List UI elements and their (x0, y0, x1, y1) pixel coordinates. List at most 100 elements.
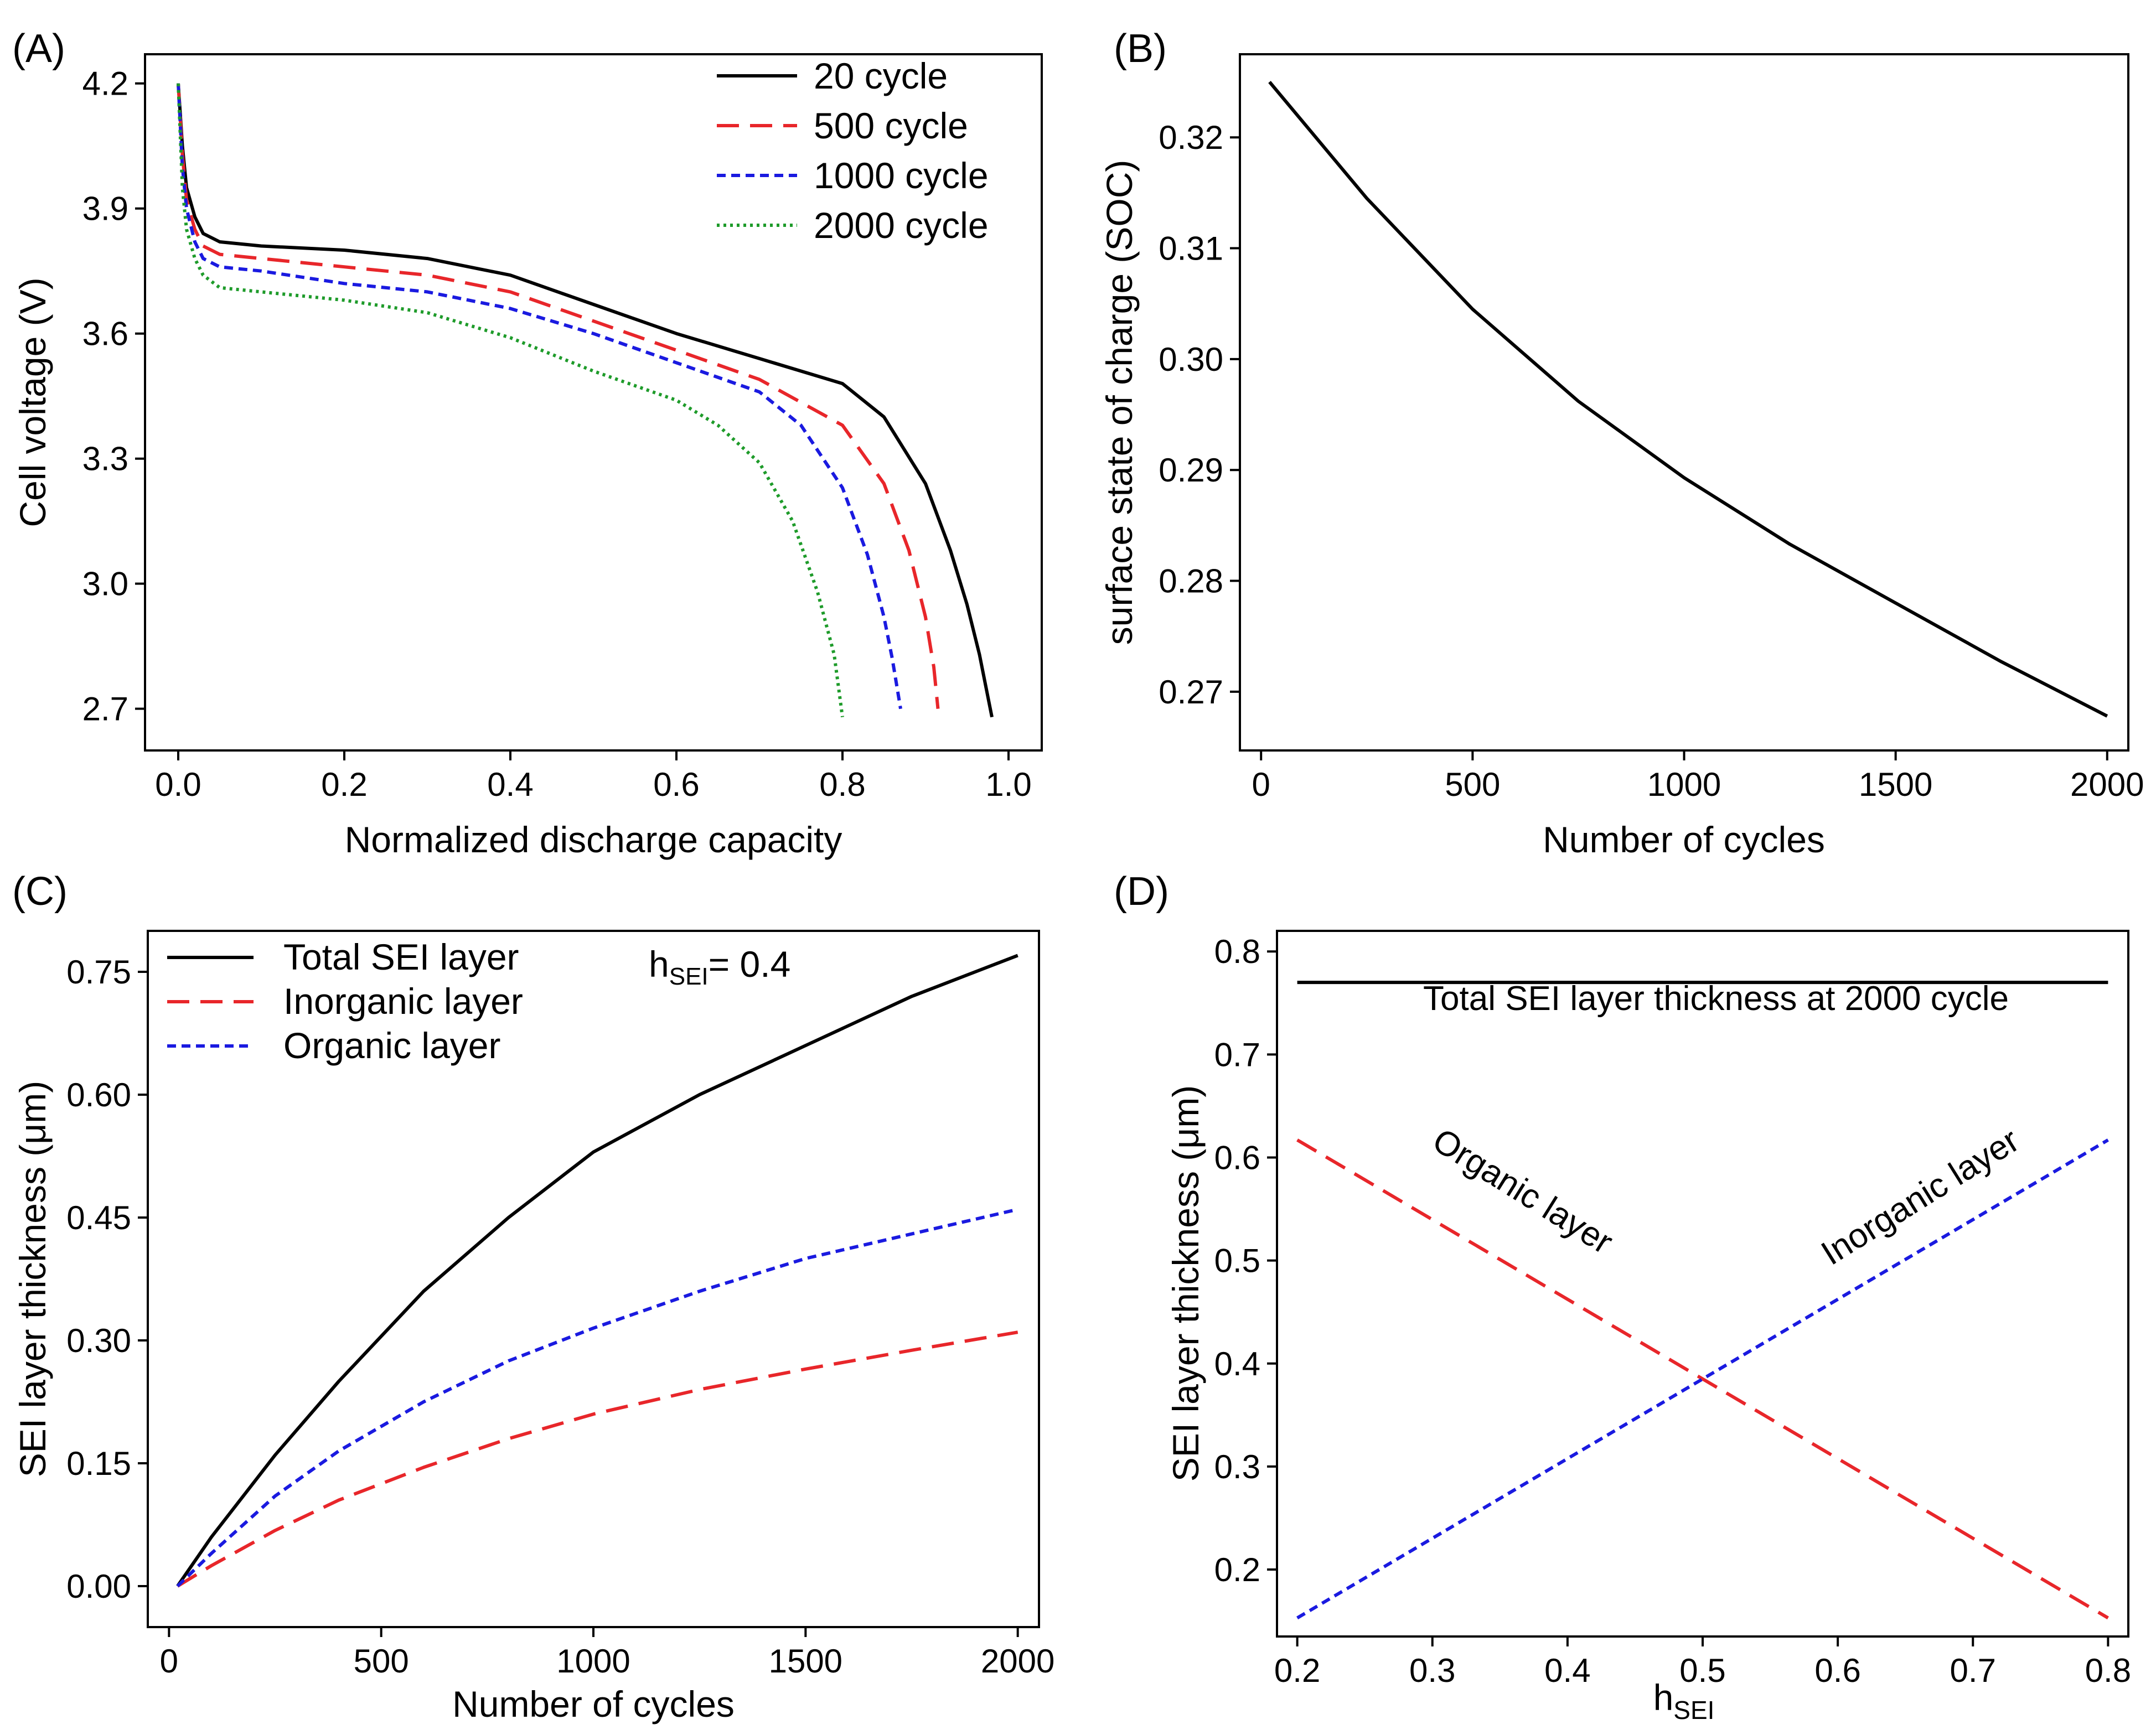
panel-c-hsei-tail: = 0.4 (709, 944, 791, 985)
panel-c-series-line-2 (176, 1208, 1018, 1588)
panel-d-y-tick-label-4: 0.6 (1214, 1139, 1260, 1176)
panel-b-y-tick-label-1: 0.28 (1159, 563, 1223, 600)
panel-b-x-tick-label-4: 2000 (2070, 766, 2144, 803)
panel-d-y-label: SEI layer thickness (μm) (1165, 1085, 1206, 1482)
panel-c-x-tick-label-1: 500 (354, 1643, 409, 1680)
panel-d-y-tick-label-1: 0.3 (1214, 1448, 1260, 1485)
panel-a-x-tick-label-5: 1.0 (985, 766, 1031, 803)
panel-a-series-line-2 (177, 83, 902, 709)
panel-c-x-ticks: 0 500 1000 1500 2000 (160, 1627, 1054, 1680)
panel-a-y-tick-label-2: 3.3 (82, 441, 128, 478)
panel-c-y-ticks: 0.00 0.15 0.30 0.45 0.60 0.75 (66, 954, 148, 1605)
panel-c: (C) 0 500 1000 1500 2000 0.00 0.15 0.30 0.45 0.6… (12, 869, 1054, 1724)
panel-d: (D) 0.2 0.3 0.4 0.5 0.6 0.7 0.8 0.20.30.40.50.… (1114, 869, 2131, 1724)
panel-c-series (176, 954, 1018, 1588)
panel-d-plot-frame (1276, 930, 2129, 1638)
legend-c-label-total: Total SEI layer (283, 936, 519, 977)
panel-b-x-label: Number of cycles (1543, 819, 1825, 860)
panel-b: (B) 0 500 1000 1500 2000 0.27 0.28 0.29 0.30 0.3… (1099, 27, 2144, 860)
panel-a-y-tick-label-1: 3.0 (82, 566, 128, 603)
panel-b-label: (B) (1114, 27, 1167, 71)
panel-d-y-tick-label-6: 0.8 (1214, 933, 1260, 970)
panel-c-legend: Total SEI layer Inorganic layer Organic … (167, 936, 523, 1066)
panel-c-y-tick-label-0: 0.00 (66, 1568, 131, 1605)
panel-c-series-line-1 (177, 1330, 1018, 1588)
legend-a-label-2000-cycle: 2000 cycle (814, 205, 989, 246)
panel-d-series-line-2 (1296, 1138, 2109, 1620)
panel-b-y-label: surface state of charge (SOC) (1099, 160, 1140, 645)
panel-d-x-tick-label-3: 0.5 (1679, 1652, 1725, 1689)
panel-c-series-line-0 (176, 954, 1018, 1587)
panel-a-x-tick-label-0: 0.0 (155, 766, 201, 803)
panel-d-x-tick-label-6: 0.8 (2085, 1652, 2131, 1689)
panel-c-label: (C) (12, 869, 68, 914)
panel-d-y-tick-label-2: 0.4 (1214, 1345, 1260, 1382)
panel-d-x-label: hSEI (1653, 1677, 1715, 1724)
panel-b-x-tick-label-3: 1500 (1859, 766, 1932, 803)
panel-d-x-tick-label-4: 0.6 (1814, 1652, 1860, 1689)
panel-b-y-tick-label-3: 0.30 (1159, 341, 1223, 378)
panel-c-hsei-annotation: hSEI= 0.4 (649, 944, 790, 990)
panel-d-x-tick-label-2: 0.4 (1544, 1652, 1590, 1689)
panel-a-series (177, 83, 994, 718)
panel-c-x-label: Number of cycles (452, 1684, 735, 1724)
panel-c-y-tick-label-1: 0.15 (66, 1445, 131, 1482)
panel-d-y-tick-label-3: 0.5 (1214, 1242, 1260, 1280)
panel-b-y-ticks: 0.27 0.28 0.29 0.30 0.31 0.32 (1159, 119, 1240, 711)
legend-c-label-organic: Organic layer (283, 1025, 501, 1066)
panel-c-y-tick-label-5: 0.75 (66, 954, 131, 991)
legend-a-label-20-cycle: 20 cycle (814, 55, 948, 96)
panel-c-hsei-sub: SEI (669, 963, 709, 990)
legend-a-label-1000-cycle: 1000 cycle (814, 155, 989, 196)
panel-a-x-tick-label-3: 0.6 (653, 766, 699, 803)
panel-b-x-tick-label-1: 500 (1445, 766, 1500, 803)
panel-b-x-ticks: 0 500 1000 1500 2000 (1252, 750, 2144, 803)
panel-c-x-tick-label-3: 1500 (769, 1643, 842, 1680)
panel-b-y-tick-label-4: 0.31 (1159, 230, 1223, 267)
panel-a-x-tick-label-2: 0.4 (487, 766, 533, 803)
panel-a-y-label: Cell voltage (V) (12, 277, 53, 527)
panel-b-y-tick-label-5: 0.32 (1159, 119, 1223, 156)
panel-a-x-ticks: 0.0 0.2 0.4 0.6 0.8 1.0 (155, 750, 1032, 803)
legend-c-label-inorganic: Inorganic layer (283, 981, 523, 1022)
panel-a-x-tick-label-1: 0.2 (321, 766, 367, 803)
panel-c-hsei-main: h (649, 944, 669, 985)
panel-d-x-tick-label-5: 0.7 (1950, 1652, 1996, 1689)
panel-a-x-label: Normalized discharge capacity (345, 819, 842, 860)
panel-b-series-line-0 (1268, 81, 2108, 718)
panel-a-series-line-1 (177, 83, 940, 709)
panel-d-x-tick-label-0: 0.2 (1274, 1652, 1320, 1689)
panel-a-x-tick-label-4: 0.8 (819, 766, 865, 803)
panel-a-y-tick-label-5: 4.2 (82, 65, 128, 102)
panel-a-plot-frame (144, 53, 1043, 752)
panel-a-y-tick-label-3: 3.6 (82, 315, 128, 353)
panel-d-y-ticks: 0.2 0.3 0.4 0.5 0.6 0.7 0.8 (1214, 933, 1277, 1588)
panel-d-x-label-sub: SEI (1673, 1696, 1714, 1724)
panel-b-series (1268, 81, 2108, 718)
panel-c-x-tick-label-0: 0 (160, 1643, 178, 1680)
panel-a-series-line-0 (177, 83, 994, 718)
panel-c-x-tick-label-4: 2000 (981, 1643, 1054, 1680)
panel-c-y-tick-label-4: 0.60 (66, 1076, 131, 1113)
panel-a: (A) 0.0 0.2 0.4 0.6 0.8 1.0 2.7 3.0 3.3 3.6 3.9 4.… (12, 27, 1043, 860)
panel-b-x-tick-label-0: 0 (1252, 766, 1270, 803)
panel-c-y-label: SEI layer thickness (μm) (12, 1081, 53, 1478)
panel-a-series-line-3 (177, 83, 844, 718)
panel-d-label: (D) (1114, 869, 1169, 914)
panel-a-legend: 20 cycle 500 cycle 1000 cycle 2000 cycle (717, 55, 989, 246)
panel-d-total-annotation: Total SEI layer thickness at 2000 cycle (1423, 980, 2009, 1018)
panel-d-x-ticks: 0.2 0.3 0.4 0.5 0.6 0.7 0.8 (1274, 1636, 2131, 1689)
panel-c-y-tick-label-3: 0.45 (66, 1199, 131, 1236)
panel-d-y-tick-label-0: 0.2 (1214, 1551, 1260, 1588)
panel-a-label: (A) (12, 27, 65, 71)
panel-c-y-tick-label-2: 0.30 (66, 1322, 131, 1359)
panel-b-x-tick-label-2: 1000 (1647, 766, 1721, 803)
panel-b-y-tick-label-0: 0.27 (1159, 674, 1223, 711)
panel-d-y-tick-label-5: 0.7 (1214, 1036, 1260, 1073)
legend-a-label-500-cycle: 500 cycle (814, 105, 968, 146)
panel-c-plot-frame (147, 930, 1040, 1628)
panel-d-series-line-1 (1296, 1138, 2109, 1620)
panel-d-x-tick-label-1: 0.3 (1409, 1652, 1455, 1689)
panel-d-x-label-main: h (1653, 1677, 1674, 1718)
